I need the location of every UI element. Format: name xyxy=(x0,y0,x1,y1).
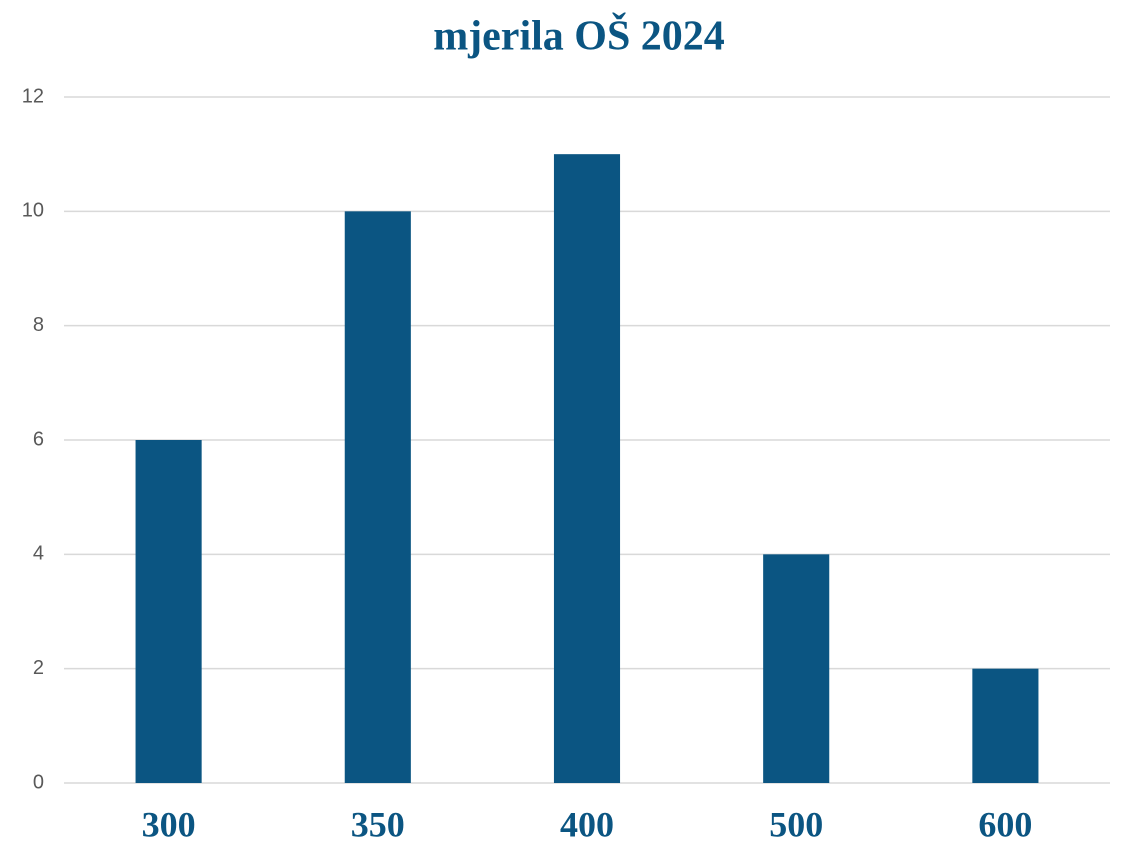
bar xyxy=(553,154,621,783)
bar xyxy=(972,668,1039,783)
bar xyxy=(344,211,411,784)
y-tick-label: 4 xyxy=(33,543,44,565)
y-tick-label: 2 xyxy=(33,657,44,679)
bar xyxy=(763,554,830,783)
chart-title: mjerila OŠ 2024 xyxy=(433,12,725,60)
y-tick-label: 10 xyxy=(22,200,44,222)
bar xyxy=(135,440,202,783)
y-tick-label: 12 xyxy=(22,85,44,107)
x-tick-label: 600 xyxy=(978,804,1032,843)
y-tick-label: 6 xyxy=(33,428,44,450)
x-tick-label: 500 xyxy=(769,804,823,843)
y-tick-label: 8 xyxy=(33,314,44,336)
x-tick-label: 400 xyxy=(560,804,614,843)
x-tick-label: 300 xyxy=(142,804,196,843)
x-tick-label: 350 xyxy=(351,804,405,843)
y-tick-label: 0 xyxy=(33,771,44,793)
